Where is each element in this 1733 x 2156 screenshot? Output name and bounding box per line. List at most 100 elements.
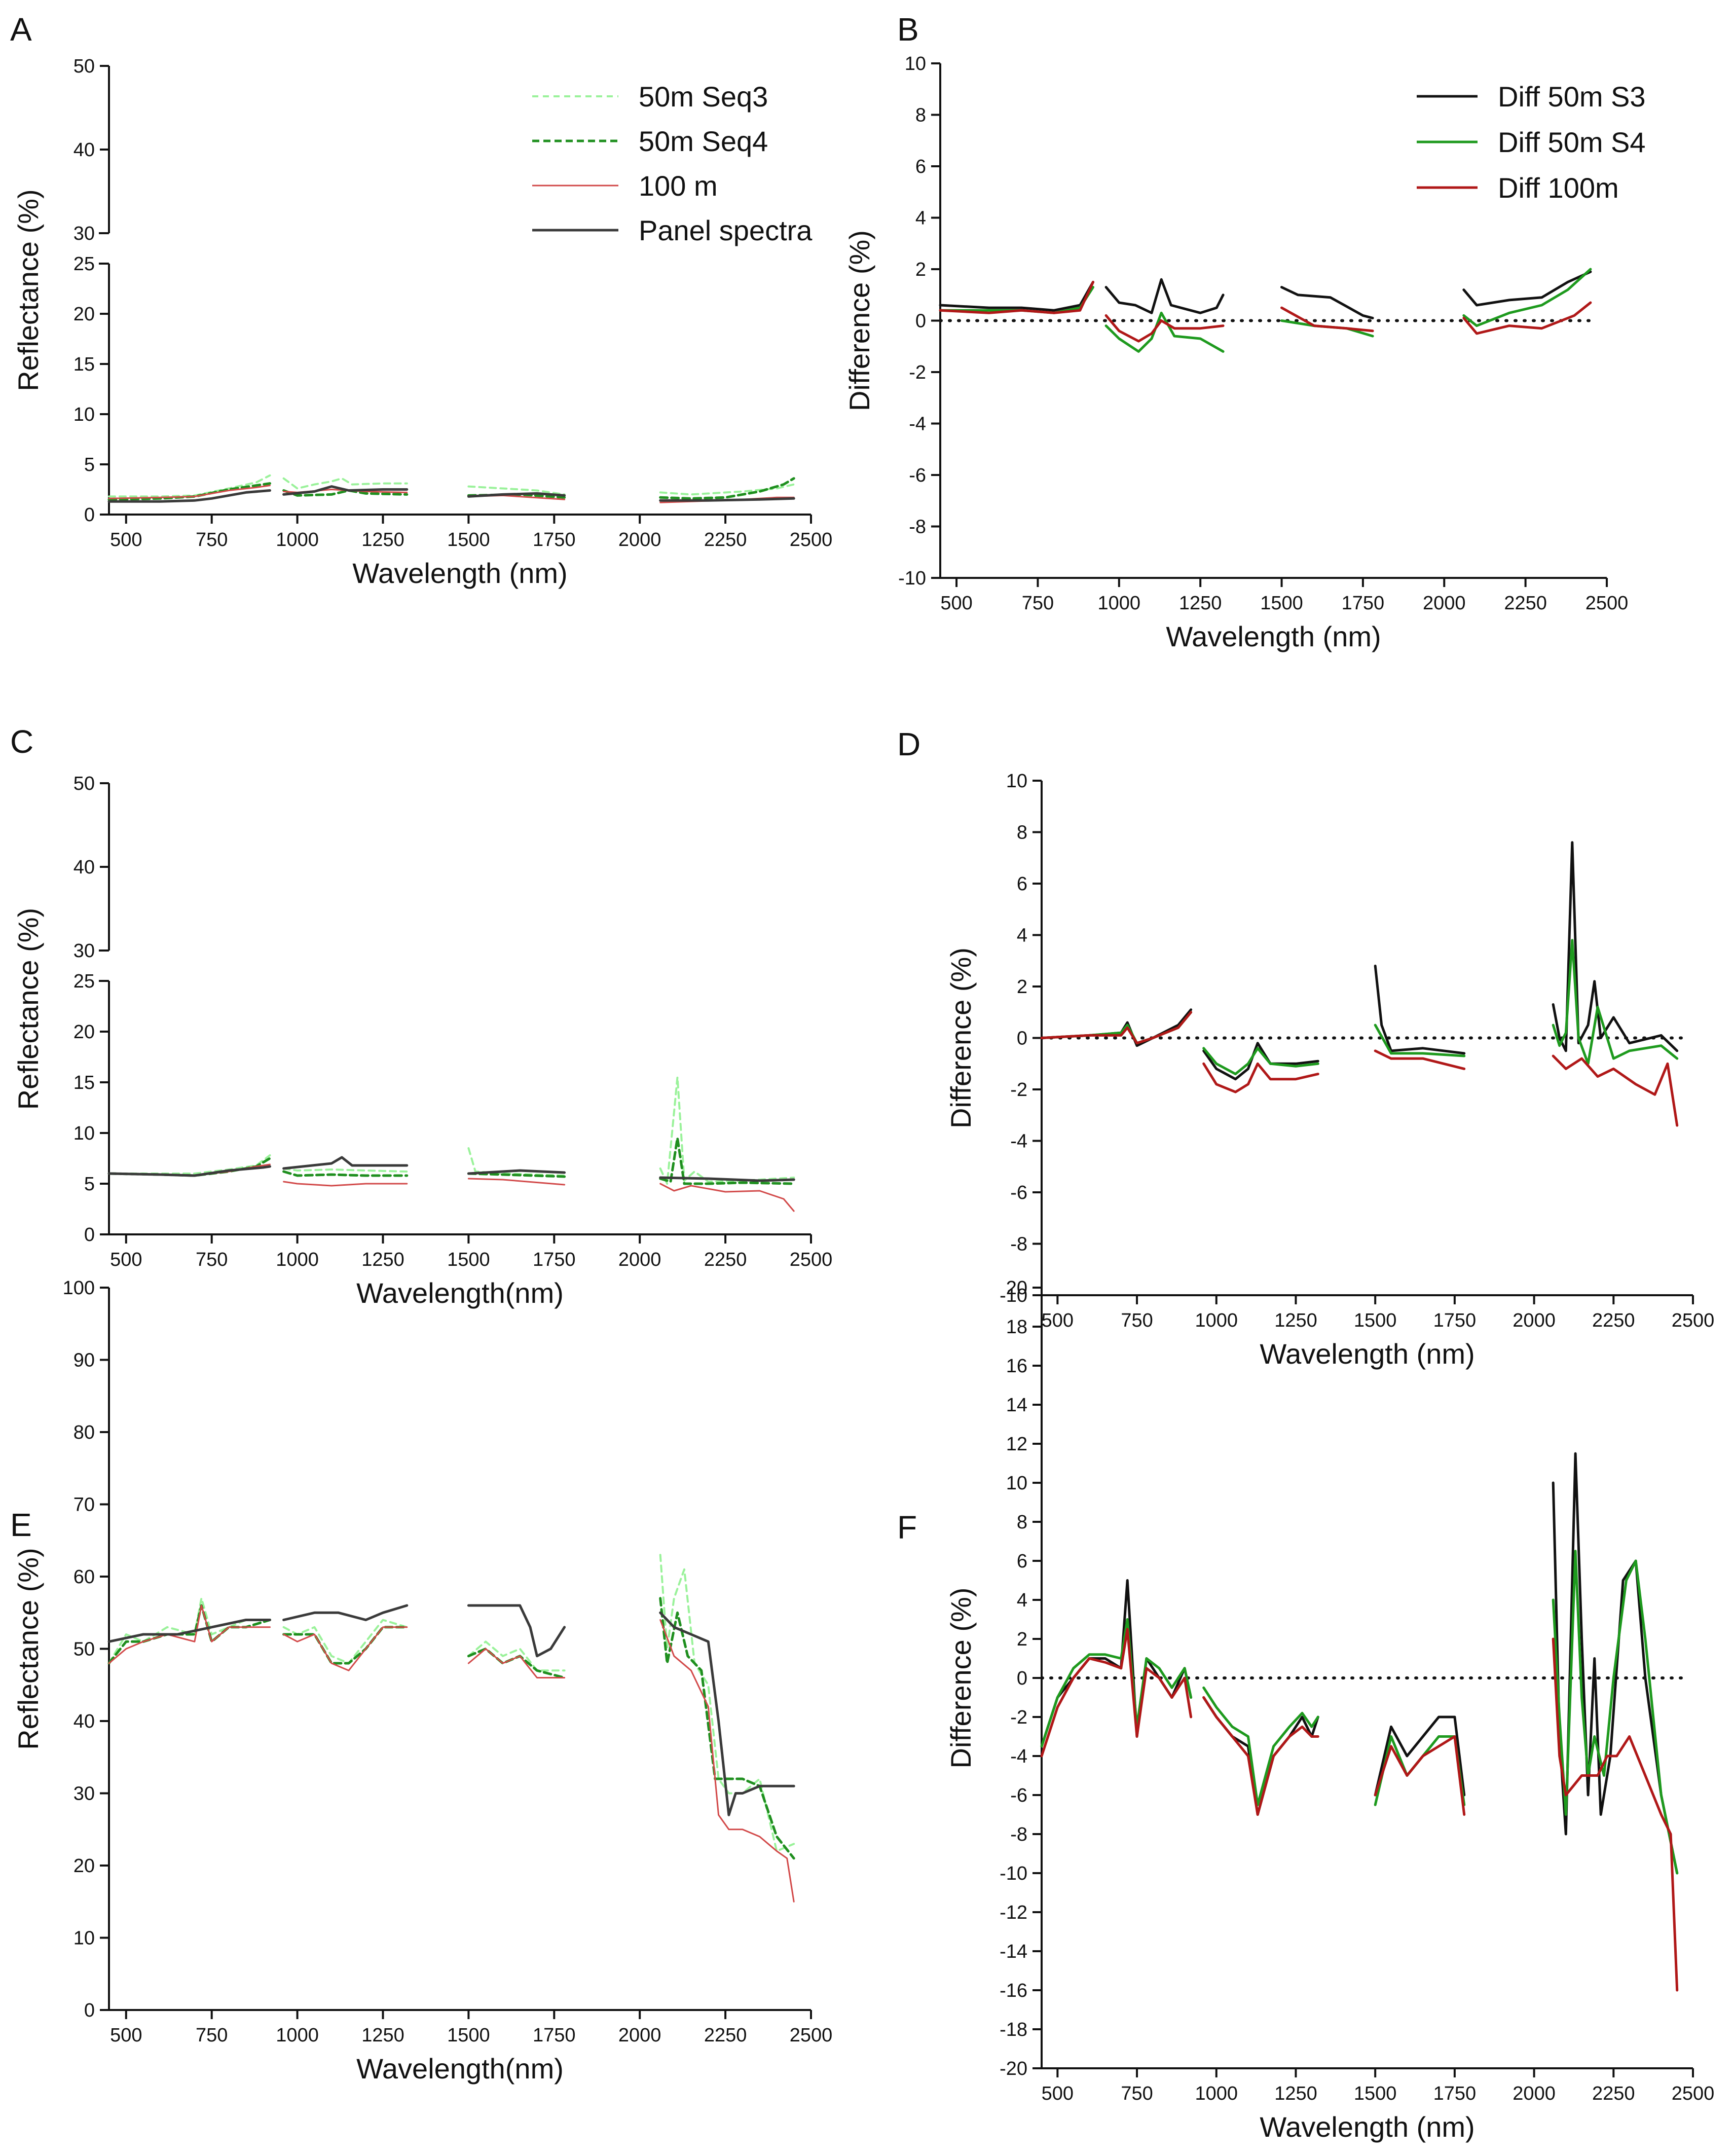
series-line-diff_s4 — [1462, 268, 1592, 327]
series-line-m100 — [467, 1648, 566, 1678]
x-tick-label: 1750 — [533, 2025, 576, 2046]
y-axis-title: Difference (%) — [945, 947, 977, 1128]
panel-letter: C — [10, 723, 33, 760]
legend: 50m Seq3 50m Seq4 100 m Panel spectra — [532, 81, 813, 246]
series-line-panel — [282, 485, 409, 496]
x-tick-label: 2250 — [704, 1249, 747, 1270]
y-tick-label: 15 — [73, 1072, 95, 1093]
x-tick-label: 1000 — [276, 2025, 319, 2046]
y-tick-label: -2 — [1010, 1079, 1027, 1101]
series-line-diff_100 — [1462, 301, 1592, 335]
x-tick-label: 1250 — [1274, 2083, 1317, 2104]
y-tick-label: -4 — [1010, 1746, 1027, 1767]
x-tick-label: 2500 — [1585, 593, 1629, 614]
x-tick-label: 750 — [196, 1249, 228, 1270]
x-tick-label: 500 — [110, 529, 142, 551]
series-line-diff_s4 — [1374, 1024, 1466, 1057]
y-tick-label: 6 — [915, 156, 926, 177]
x-tick-label: 1500 — [1354, 2083, 1397, 2104]
series-line-m100 — [283, 1181, 408, 1187]
y-tick-label: 0 — [1017, 1668, 1027, 1689]
series-line-seq4 — [659, 1137, 795, 1185]
x-tick-label: 1000 — [276, 1249, 319, 1270]
y-tick-label: -20 — [1000, 2058, 1027, 2079]
x-tick-label: 1750 — [533, 1249, 576, 1270]
series-line-panel — [467, 492, 566, 498]
x-tick-label: 2250 — [704, 529, 747, 551]
x-tick-label: 1250 — [361, 529, 404, 551]
series-line-seq3 — [282, 1619, 408, 1664]
panel-letter: D — [897, 726, 920, 762]
series-line-diff_100 — [1040, 1011, 1193, 1045]
series-line-diff_100 — [1202, 1696, 1319, 1816]
x-axis-title: Wavelength(nm) — [356, 2053, 564, 2085]
series-line-seq4 — [659, 477, 795, 500]
x-tick-label: 750 — [196, 529, 228, 551]
x-tick-label: 1750 — [1433, 2083, 1477, 2104]
series-line-diff_s3 — [1280, 286, 1374, 319]
x-tick-label: 2250 — [704, 2025, 747, 2046]
x-tick-label: 1500 — [447, 2025, 490, 2046]
chart-panel-a: A 500 750 1000 1250 1500 1750 2000 2250 2500 0 5 10 1… — [10, 11, 832, 589]
x-tick-label: 750 — [1022, 593, 1054, 614]
y-axis-title: Reflectance (%) — [12, 1548, 44, 1749]
x-tick-label: 750 — [1121, 2083, 1153, 2104]
series-line-seq3 — [108, 474, 271, 498]
x-tick-label: 1500 — [447, 529, 490, 551]
y-tick-label: 25 — [73, 971, 95, 992]
y-tick-label: 8 — [1017, 822, 1027, 844]
y-tick-label: 30 — [73, 1783, 95, 1805]
y-axis-title: Reflectance (%) — [12, 908, 44, 1110]
y-tick-label: 50 — [73, 1639, 95, 1660]
series-line-diff_100 — [1552, 1054, 1679, 1127]
x-tick-label: 2000 — [618, 529, 661, 551]
y-tick-label: 10 — [73, 404, 95, 425]
y-tick-label: 10 — [1006, 1473, 1027, 1494]
x-tick-label: 1500 — [1260, 593, 1303, 614]
series-line-seq3 — [467, 1640, 566, 1672]
x-tick-label: 1500 — [447, 1249, 490, 1270]
y-tick-label: 4 — [1017, 1590, 1027, 1611]
x-tick-label: 2500 — [1672, 2083, 1715, 2104]
x-tick-label: 2000 — [1423, 593, 1466, 614]
x-axis-title: Wavelength (nm) — [1260, 1338, 1474, 1370]
x-tick-label: 750 — [1121, 1310, 1153, 1331]
y-tick-label: 80 — [73, 1422, 95, 1443]
series-line-diff_s3 — [1462, 270, 1592, 307]
series-line-panel — [467, 1169, 566, 1175]
x-tick-label: 2250 — [1504, 593, 1547, 614]
y-tick-label: 20 — [73, 1855, 95, 1877]
y-axis-title: Reflectance (%) — [12, 189, 44, 391]
y-tick-label: -4 — [909, 414, 926, 435]
x-tick-label: 1000 — [1195, 1310, 1238, 1331]
x-axis-title: Wavelength (nm) — [1166, 620, 1381, 652]
y-tick-label: 10 — [73, 1928, 95, 1949]
x-tick-label: 2000 — [618, 1249, 661, 1270]
y-tick-label: 50 — [73, 56, 95, 77]
series-line-seq3 — [282, 1167, 408, 1173]
y-tick-label: -8 — [909, 517, 926, 538]
x-tick-label: 1000 — [1098, 593, 1141, 614]
y-tick-label: 0 — [1017, 1028, 1027, 1049]
y-tick-label: -18 — [1000, 2019, 1027, 2040]
y-tick-label: 15 — [73, 354, 95, 375]
panel-letter: F — [897, 1509, 917, 1546]
series-line-diff_s4 — [1552, 1550, 1679, 1875]
y-axis-title: Difference (%) — [945, 1588, 977, 1769]
y-tick-label: 5 — [84, 1174, 95, 1195]
y-tick-label: -8 — [1010, 1234, 1027, 1255]
x-tick-label: 1750 — [1342, 593, 1385, 614]
series-line-diff_s4 — [1202, 1047, 1319, 1076]
y-tick-label: -12 — [1000, 1902, 1027, 1923]
y-tick-label: 70 — [73, 1494, 95, 1516]
x-axis-title: Wavelength (nm) — [1260, 2111, 1474, 2143]
series-line-seq3 — [659, 483, 795, 496]
y-tick-label: -6 — [1010, 1785, 1027, 1806]
legend: Diff 50m S3 Diff 50m S4 Diff 100m — [1417, 81, 1646, 204]
series-line-seq3 — [467, 485, 566, 496]
series-line-diff_100 — [1374, 1049, 1466, 1070]
series-line-m100 — [283, 1626, 408, 1671]
series-line-diff_100 — [1104, 314, 1225, 343]
series-line-diff_s3 — [1552, 841, 1679, 1052]
y-tick-label: -14 — [1000, 1941, 1027, 1962]
